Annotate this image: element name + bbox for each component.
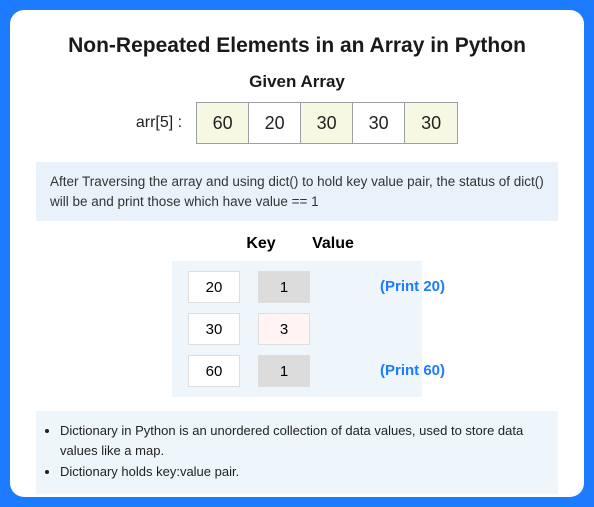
array-cell: 20 <box>249 103 301 143</box>
kv-header-key: Key <box>235 235 287 253</box>
array-cell: 30 <box>405 103 457 143</box>
kv-value-cell: 3 <box>258 313 310 345</box>
footer-bullet: Dictionary in Python is an unordered col… <box>60 421 546 460</box>
kv-header: Key Value <box>36 235 558 253</box>
content-card: Non-Repeated Elements in an Array in Pyt… <box>10 10 584 497</box>
explanation-note: After Traversing the array and using dic… <box>36 162 558 221</box>
array-cell: 30 <box>301 103 353 143</box>
footer-bullet: Dictionary holds key:value pair. <box>60 462 546 482</box>
kv-value-cell: 1 <box>258 355 310 387</box>
array-cell: 30 <box>353 103 405 143</box>
given-array-label: Given Array <box>36 72 558 92</box>
array-cell: 60 <box>197 103 249 143</box>
kv-value-cell: 1 <box>258 271 310 303</box>
kv-key-cell: 60 <box>188 355 240 387</box>
footer-bullets: Dictionary in Python is an unordered col… <box>36 411 558 494</box>
array-row: arr[5] : 6020303030 <box>36 102 558 144</box>
array-cells: 6020303030 <box>196 102 458 144</box>
page-title: Non-Repeated Elements in an Array in Pyt… <box>36 34 558 58</box>
kv-print-annotation: (Print 20) <box>380 278 445 295</box>
kv-print-annotation: (Print 60) <box>380 362 445 379</box>
kv-row: 30 3 <box>178 313 416 345</box>
kv-key-cell: 30 <box>188 313 240 345</box>
kv-key-cell: 20 <box>188 271 240 303</box>
kv-header-value: Value <box>307 235 359 253</box>
outer-frame: Non-Repeated Elements in an Array in Pyt… <box>0 0 594 507</box>
arr-variable-label: arr[5] : <box>136 114 182 132</box>
